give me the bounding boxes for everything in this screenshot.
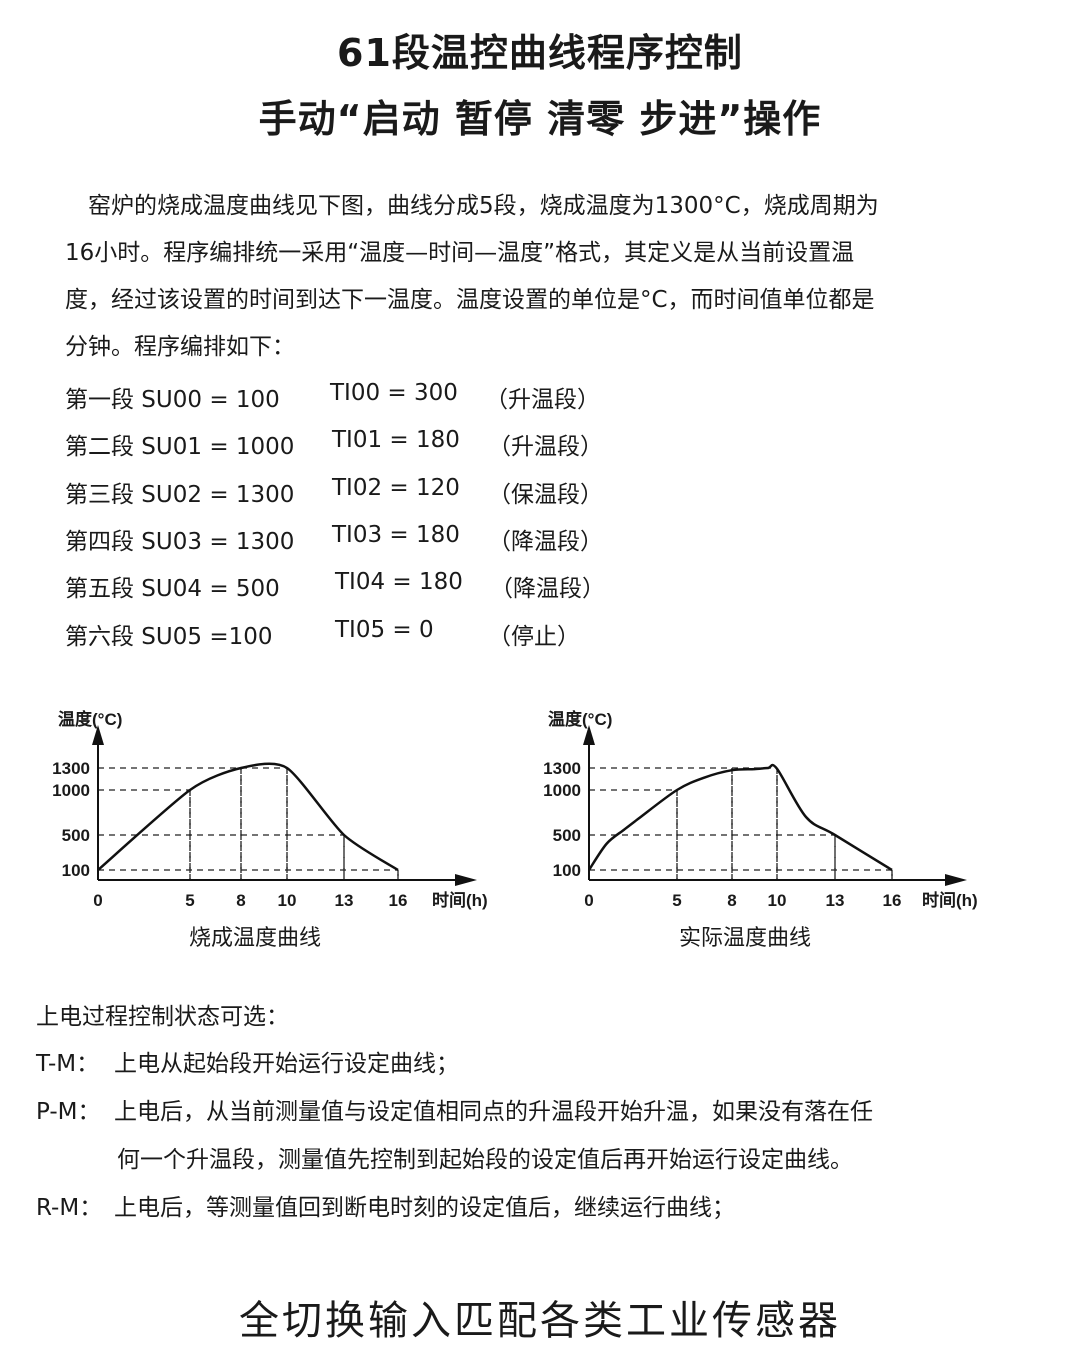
x-tick-label: 10 (768, 891, 787, 910)
mode-text: 上电后，从当前测量值与设定值相同点的升温段开始升温，如果没有落在任 (114, 1099, 873, 1125)
y-axis-arrow-icon (92, 725, 104, 745)
segment-note: （升温段） (488, 434, 603, 461)
y-tick-label: 500 (553, 826, 581, 845)
x-tick-label: 16 (389, 891, 408, 910)
x-tick-label: 5 (672, 891, 681, 910)
x-axis-label: 时间(h) (922, 890, 978, 910)
segment-note: （停止） (488, 623, 580, 650)
segment-setting: 第二段 SU01 = 1000 (65, 434, 295, 461)
mode-label: R-M： (36, 1195, 103, 1221)
segment-note: （保温段） (488, 481, 603, 508)
y-tick-label: 1000 (543, 781, 581, 800)
y-tick-label: 1300 (52, 759, 90, 778)
page-subtitle: 手动“启动 暂停 清零 步进”操作 (258, 97, 822, 141)
x-axis-arrow-icon (455, 874, 477, 886)
temperature-curve (587, 763, 893, 872)
chart-title: 烧成温度曲线 (189, 926, 321, 951)
intro-line: 度，经过该设置的时间到达下一温度。温度设置的单位是°C，而时间值单位都是 (65, 287, 875, 313)
chart-title: 实际温度曲线 (679, 926, 811, 951)
intro-line: 分钟。程序编排如下： (65, 334, 295, 360)
x-tick-label: 5 (185, 891, 194, 910)
x-tick-label: 0 (584, 891, 593, 910)
mode-text: 上电从起始段开始运行设定曲线； (114, 1051, 459, 1077)
mode-label: P-M： (36, 1099, 101, 1125)
x-axis-label: 时间(h) (432, 890, 488, 910)
page-title: 61段温控曲线程序控制 (337, 31, 743, 75)
time-setting: TI01 = 180 (332, 427, 460, 454)
y-tick-label: 500 (62, 826, 90, 845)
y-tick-label: 100 (62, 861, 90, 880)
x-tick-label: 13 (335, 891, 354, 910)
intro-line: 16小时。程序编排统一采用“温度—时间—温度”格式，其定义是从当前设置温 (65, 240, 855, 266)
chart-ideal: 100 500 1000 1300 0 5 8 10 13 16 温度(°C) 时间(h) 烧成温度曲线 (52, 709, 488, 951)
mode-label: T-M： (36, 1051, 100, 1077)
segment-note: （降温段） (488, 528, 603, 555)
y-tick-label: 1000 (52, 781, 90, 800)
time-setting: TI04 = 180 (335, 569, 463, 596)
time-setting: TI03 = 180 (332, 521, 460, 548)
y-tick-label: 1300 (543, 759, 581, 778)
x-tick-label: 13 (826, 891, 845, 910)
segment-setting: 第三段 SU02 = 1300 (65, 481, 295, 508)
time-setting: TI00 = 300 (330, 380, 458, 406)
segment-setting: 第四段 SU03 = 1300 (65, 528, 295, 555)
y-axis-label: 温度(°C) (58, 709, 122, 729)
y-tick-label: 100 (553, 861, 581, 880)
mode-text: 上电后，等测量值回到断电时刻的设定值后，继续运行曲线； (114, 1195, 735, 1221)
y-axis-arrow-icon (583, 725, 595, 745)
x-tick-label: 16 (883, 891, 902, 910)
chart-actual: 100 500 1000 1300 0 5 8 10 13 16 温度(°C) 时间(h) 实际温度曲线 (543, 709, 978, 951)
x-tick-label: 0 (93, 891, 102, 910)
segment-setting: 第六段 SU05 =100 (65, 623, 273, 650)
intro-line: 窑炉的烧成温度曲线见下图，曲线分成5段，烧成温度为1300°C，烧成周期为 (88, 193, 879, 219)
y-axis-label: 温度(°C) (548, 709, 612, 729)
time-setting: TI05 = 0 (335, 616, 434, 643)
segment-note: （降温段） (490, 576, 605, 603)
power-on-heading: 上电过程控制状态可选： (36, 1004, 289, 1030)
x-axis-arrow-icon (945, 874, 967, 886)
footer-title: 全切换输入匹配各类工业传感器 (239, 1298, 841, 1344)
x-tick-label: 8 (727, 891, 736, 910)
x-tick-label: 8 (236, 891, 245, 910)
x-tick-label: 10 (278, 891, 297, 910)
segment-setting: 第一段 SU00 = 100 (65, 387, 280, 413)
temperature-curve (97, 762, 399, 872)
mode-text: 何一个升温段，测量值先控制到起始段的设定值后再开始运行设定曲线。 (117, 1147, 853, 1173)
segment-setting: 第五段 SU04 = 500 (65, 576, 280, 603)
time-setting: TI02 = 120 (332, 474, 460, 501)
segment-note: （升温段） (485, 387, 600, 413)
